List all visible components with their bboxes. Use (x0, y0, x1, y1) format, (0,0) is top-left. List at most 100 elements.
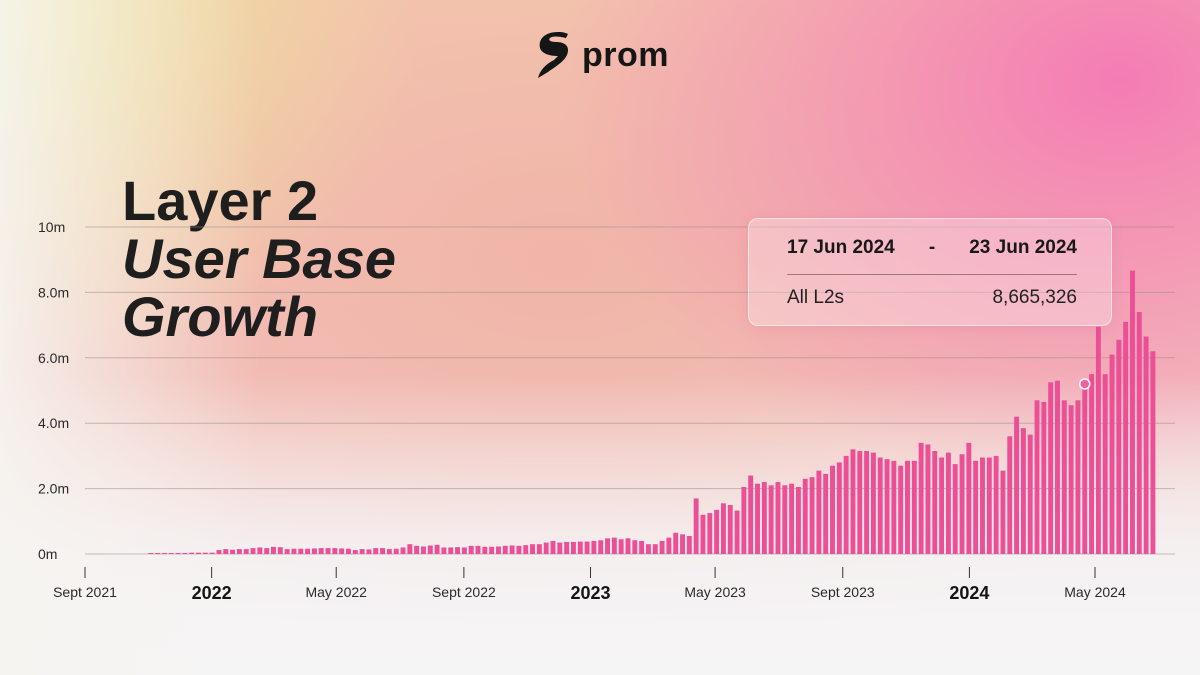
bar-95[interactable] (795, 486, 801, 554)
bar-135[interactable] (1068, 405, 1074, 554)
bar-44[interactable] (448, 547, 454, 554)
bar-119[interactable] (959, 454, 965, 554)
bar-105[interactable] (864, 451, 870, 554)
bar-38[interactable] (407, 544, 413, 554)
bar-123[interactable] (986, 457, 992, 554)
bar-71[interactable] (632, 540, 638, 554)
bar-129[interactable] (1027, 434, 1033, 554)
bar-59[interactable] (550, 540, 556, 554)
bar-127[interactable] (1014, 416, 1020, 554)
bar-107[interactable] (877, 457, 883, 554)
bar-76[interactable] (666, 537, 672, 554)
bar-43[interactable] (441, 547, 447, 554)
bar-115[interactable] (932, 451, 938, 554)
bar-144[interactable] (1130, 270, 1135, 554)
bar-140[interactable] (1102, 374, 1108, 554)
bar-67[interactable] (605, 538, 610, 554)
bar-142[interactable] (1116, 339, 1122, 554)
bar-36[interactable] (393, 548, 399, 554)
bar-139[interactable] (1095, 326, 1101, 554)
bar-138[interactable] (1089, 374, 1095, 554)
bar-77[interactable] (673, 532, 679, 554)
bar-15[interactable] (250, 548, 256, 554)
bar-24[interactable] (311, 548, 317, 554)
bar-8[interactable] (202, 552, 208, 554)
bar-79[interactable] (686, 536, 692, 554)
bar-46[interactable] (461, 547, 467, 554)
bar-102[interactable] (843, 455, 849, 554)
bar-122[interactable] (980, 457, 985, 554)
bar-56[interactable] (530, 544, 535, 554)
bar-114[interactable] (925, 444, 931, 554)
bar-30[interactable] (352, 550, 358, 554)
bar-64[interactable] (584, 541, 590, 554)
bar-91[interactable] (768, 485, 774, 554)
bar-141[interactable] (1109, 354, 1115, 554)
bar-45[interactable] (455, 547, 461, 554)
bar-69[interactable] (618, 539, 624, 554)
bar-26[interactable] (325, 548, 331, 554)
bar-42[interactable] (434, 544, 440, 554)
bar-32[interactable] (366, 549, 372, 554)
bar-143[interactable] (1123, 321, 1129, 554)
bar-37[interactable] (400, 547, 406, 554)
bar-128[interactable] (1020, 428, 1026, 554)
bar-27[interactable] (332, 548, 338, 554)
bar-25[interactable] (318, 548, 324, 554)
bar-2[interactable] (161, 553, 167, 554)
bar-50[interactable] (489, 546, 495, 554)
bar-90[interactable] (761, 482, 767, 554)
bar-12[interactable] (230, 549, 236, 554)
bar-65[interactable] (591, 540, 597, 554)
bar-14[interactable] (243, 549, 249, 554)
bar-84[interactable] (720, 503, 726, 554)
bar-58[interactable] (543, 542, 549, 554)
bar-55[interactable] (523, 545, 529, 554)
bar-39[interactable] (414, 545, 420, 554)
bar-34[interactable] (380, 548, 386, 554)
bar-6[interactable] (189, 552, 195, 554)
bar-86[interactable] (734, 510, 740, 554)
bar-88[interactable] (748, 475, 754, 554)
bar-52[interactable] (502, 545, 508, 554)
bar-57[interactable] (536, 544, 542, 554)
bar-3[interactable] (168, 553, 174, 554)
bar-121[interactable] (973, 460, 979, 554)
bar-110[interactable] (898, 465, 904, 554)
bar-78[interactable] (680, 534, 685, 554)
bar-120[interactable] (966, 442, 972, 554)
highlight-point[interactable] (1079, 378, 1091, 390)
bar-101[interactable] (836, 462, 842, 554)
bar-104[interactable] (857, 451, 863, 554)
bar-23[interactable] (305, 548, 311, 554)
bar-98[interactable] (816, 470, 822, 554)
bar-70[interactable] (625, 538, 631, 554)
bar-97[interactable] (809, 477, 815, 554)
bar-63[interactable] (577, 541, 583, 554)
bar-18[interactable] (271, 546, 276, 554)
bar-118[interactable] (952, 464, 958, 554)
bar-28[interactable] (339, 548, 345, 554)
bar-89[interactable] (755, 483, 760, 554)
bar-4[interactable] (175, 553, 181, 554)
bar-132[interactable] (1048, 382, 1054, 554)
bar-103[interactable] (850, 449, 856, 554)
bar-80[interactable] (693, 498, 699, 554)
bar-21[interactable] (291, 548, 297, 554)
bar-53[interactable] (509, 545, 515, 555)
bar-16[interactable] (257, 547, 263, 554)
bar-106[interactable] (870, 452, 876, 554)
bar-62[interactable] (570, 541, 576, 554)
bar-49[interactable] (482, 546, 488, 554)
bar-13[interactable] (236, 549, 242, 554)
bar-22[interactable] (298, 548, 304, 554)
bar-40[interactable] (421, 546, 426, 554)
bar-131[interactable] (1041, 401, 1047, 554)
bar-145[interactable] (1136, 312, 1142, 554)
bar-61[interactable] (564, 541, 570, 554)
bar-20[interactable] (284, 549, 290, 554)
bar-10[interactable] (216, 550, 222, 554)
bar-73[interactable] (645, 544, 651, 554)
bar-100[interactable] (830, 465, 835, 554)
bar-17[interactable] (264, 548, 270, 554)
